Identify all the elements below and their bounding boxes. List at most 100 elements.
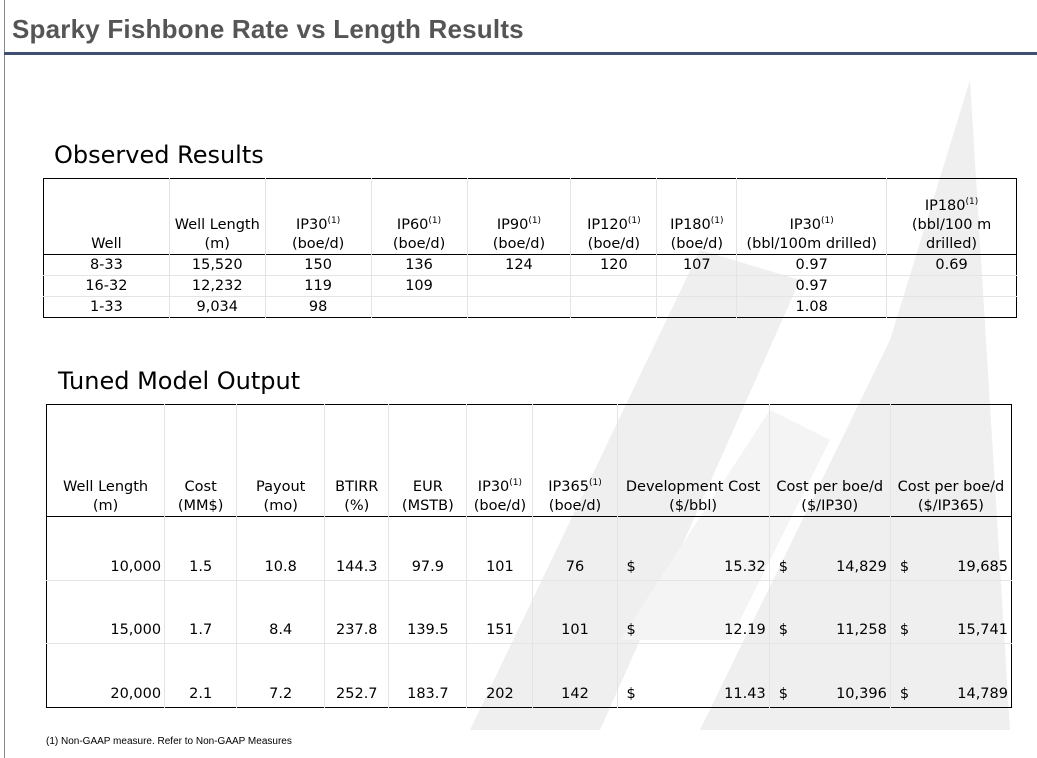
observed-header-col-0: Well	[44, 179, 170, 255]
tuned-cell-length: 15,000	[46, 579, 165, 644]
footnote: (1) Non-GAAP measure. Refer to Non-GAAP …	[46, 736, 292, 747]
tuned-cell-cost_ip30: $11,258	[768, 579, 891, 644]
observed-results-heading: Observed Results	[54, 141, 264, 169]
tuned-cell-cost_ip365: $19,685	[889, 516, 1012, 580]
observed-header-col-4: IP90(1) (boe/d)	[466, 178, 571, 255]
observed-header-col-3: IP60(1) (boe/d)	[370, 178, 467, 255]
tuned-header-unit: (mo)	[263, 498, 298, 514]
observed-header-unit: (boe/d)	[492, 236, 546, 252]
observed-header-col-1: Well Length (m)	[168, 178, 266, 255]
amount-value: 19,685	[957, 558, 1008, 575]
tuned-header-label: Well Length	[63, 479, 149, 495]
tuned-header-col-6: IP365(1) (boe/d)	[532, 404, 618, 517]
tuned-header-label: Cost per boe/d	[776, 479, 884, 495]
tuned-cell-cost_ip365: $15,741	[889, 579, 1012, 644]
tuned-cell-ip30: 202	[466, 643, 533, 707]
observed-header-label: IP30	[789, 217, 822, 233]
tuned-cell-ip30: 101	[466, 516, 533, 580]
left-border-line	[4, 0, 5, 758]
tuned-cell-ip365: 101	[532, 579, 618, 644]
observed-cell	[886, 275, 1017, 297]
observed-header: Well Well Length (m) IP30(1) (boe/d) IP60(1)(…	[43, 178, 1017, 255]
tuned-cell-ip365: 76	[532, 516, 618, 580]
observed-cell: 15,520	[168, 254, 266, 276]
footnote-marker: (1)	[528, 216, 542, 226]
tuned-cell-ip365: 142	[532, 643, 618, 707]
observed-cell: 124	[466, 254, 571, 276]
observed-cell: 0.69	[886, 254, 1017, 276]
observed-header-label: IP180	[670, 217, 711, 233]
observed-cell	[466, 296, 571, 318]
table-row: 8-33 15,520 150 136 124 120 107 0.97 0.69	[44, 254, 1017, 276]
observed-header-label: IP30	[296, 217, 328, 233]
observed-header-label: IP90	[496, 217, 529, 233]
amount-value: 10,396	[836, 685, 887, 702]
currency-symbol: $	[626, 558, 636, 575]
observed-cell: 9,034	[168, 296, 266, 318]
tuned-cell-cost: 1.7	[164, 579, 237, 644]
tuned-header-unit: (m)	[92, 498, 119, 514]
observed-cell: 136	[370, 254, 467, 276]
table-row: 15,000 1.7 8.4 237.8 139.5 151 101 $12.19 $11,25…	[46, 579, 1012, 644]
tuned-header-label: IP30	[477, 479, 510, 495]
currency-symbol: $	[899, 558, 910, 575]
observed-header-label: IP180	[924, 198, 966, 214]
observed-header-unit: (bbl/100 m drilled)	[911, 217, 992, 252]
observed-header-label: Well	[91, 236, 122, 252]
amount-value: 14,789	[957, 685, 1008, 702]
observed-header-unit: (boe/d)	[291, 236, 345, 252]
observed-cell	[886, 296, 1017, 318]
tuned-cell-btirr: 237.8	[324, 579, 389, 644]
tuned-header-col-4: EUR (MSTB)	[388, 404, 467, 517]
amount-value: 15.32	[724, 558, 766, 575]
tuned-model-heading: Tuned Model Output	[58, 367, 301, 395]
tuned-cell-length: 20,000	[46, 643, 165, 707]
tuned-cell-eur: 183.7	[388, 643, 467, 707]
tuned-cell-payout: 8.4	[236, 579, 325, 644]
tuned-cell-cost: 2.1	[164, 643, 237, 707]
currency-symbol: $	[626, 622, 636, 638]
currency-symbol: $	[778, 622, 788, 638]
observed-cell: 16-32	[43, 275, 170, 297]
observed-cell: 120	[570, 254, 657, 276]
tuned-cell-eur: 97.9	[388, 516, 467, 580]
tuned-cell-cost: 1.5	[164, 516, 237, 580]
tuned-header-unit: (MSTB)	[401, 498, 454, 514]
page-title: Sparky Fishbone Rate vs Length Results	[12, 14, 524, 44]
tuned-header-col-7: Development Cost ($/bbl)	[616, 404, 770, 517]
observed-cell: 109	[370, 275, 467, 297]
tuned-cell-cost_ip30: $14,829	[768, 516, 891, 580]
footnote-marker: (1)	[710, 216, 724, 226]
currency-symbol: $	[778, 685, 788, 702]
tuned-cell-eur: 139.5	[388, 579, 467, 644]
observed-header-label: IP60	[396, 217, 429, 233]
amount-value: 11,258	[836, 622, 887, 638]
tuned-header-unit: ($/bbl)	[669, 498, 718, 514]
tuned-cell-length: 10,000	[110, 558, 162, 575]
currency-symbol: $	[626, 685, 636, 702]
tuned-header-col-2: Payout (mo)	[236, 404, 325, 517]
observed-header-col-2: IP30(1) (boe/d)	[264, 178, 372, 255]
amount-value: 14,829	[836, 558, 887, 575]
tuned-header-unit: ($/IP365)	[917, 498, 984, 514]
observed-header-label: IP120	[587, 217, 628, 233]
observed-cell	[370, 296, 467, 318]
observed-header-col-7: IP30(1) (bbl/100m drilled)	[736, 178, 887, 255]
tuned-cell-payout: 10.8	[236, 516, 325, 580]
currency-symbol: $	[899, 685, 910, 702]
footnote-marker: (1)	[627, 216, 641, 226]
tuned-header-unit: (boe/d)	[473, 498, 527, 514]
observed-cell: 150	[264, 254, 372, 276]
tuned-cell-dev_cost: $12.19	[616, 579, 770, 644]
observed-header-unit: (bbl/100m drilled)	[746, 236, 877, 252]
table-row: 20,000 2.1 7.2 252.7 183.7 202 142 $11.43 $10,39…	[46, 643, 1012, 707]
observed-cell: 98	[264, 296, 372, 318]
observed-cell	[656, 296, 737, 318]
observed-cell	[570, 275, 657, 297]
tuned-header-label: Payout	[256, 479, 306, 495]
observed-cell: 1-33	[43, 296, 170, 318]
tuned-header-col-8: Cost per boe/d ($/IP30)	[768, 404, 891, 517]
table-row: 10,000 1.5 10.8 144.3 97.9 101 76 $15.32 $14,829…	[47, 516, 1012, 580]
observed-header-col-5: IP120(1) (boe/d)	[570, 178, 657, 255]
tuned-model-table: Well Length (m) Cost (MM$) Payout (mo) BTIRR (%…	[46, 404, 1012, 708]
